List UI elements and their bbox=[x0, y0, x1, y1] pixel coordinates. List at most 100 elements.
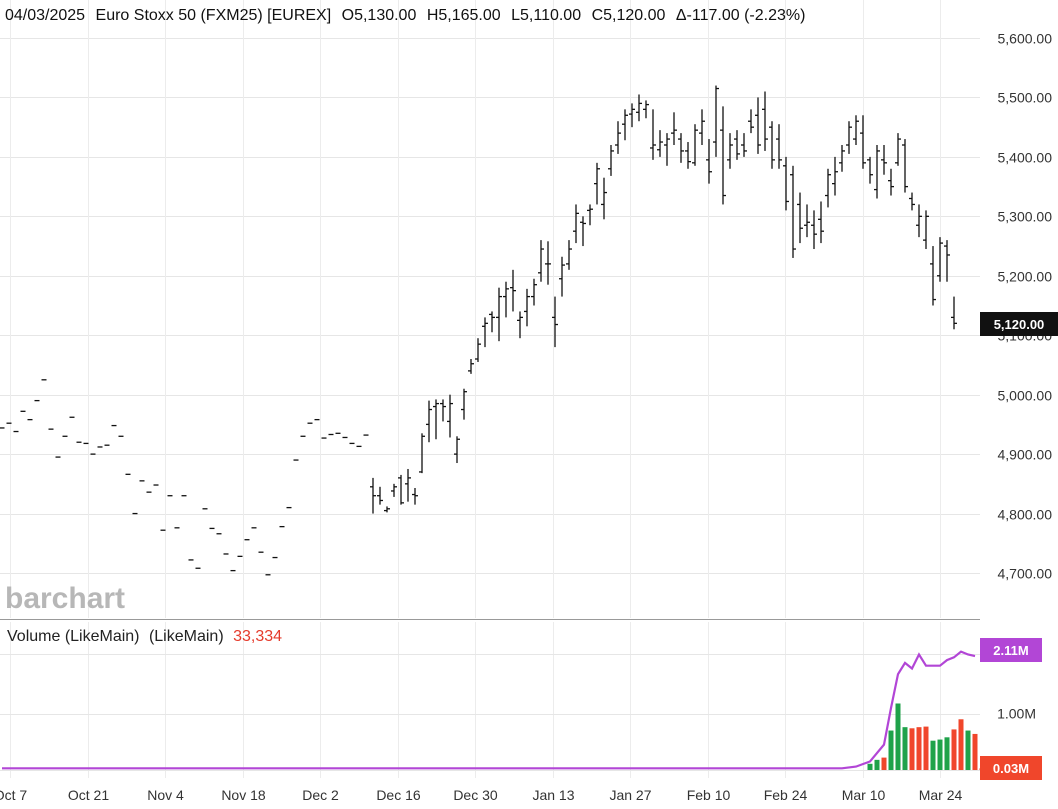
ohlc-bar bbox=[755, 97, 761, 154]
ohlc-bar bbox=[944, 240, 950, 282]
ohlc-bar bbox=[811, 210, 817, 250]
ohlc-bar bbox=[664, 133, 670, 166]
ohlc-bar bbox=[461, 388, 467, 420]
ohlc-bar bbox=[538, 240, 544, 282]
date-tick-label: Mar 10 bbox=[842, 787, 886, 803]
date-tick-label: Mar 24 bbox=[919, 787, 963, 803]
last-price-badge: 5,120.00 bbox=[980, 312, 1058, 336]
volume-bar bbox=[951, 729, 957, 770]
volume-average-line bbox=[2, 650, 976, 770]
ohlc-bar bbox=[769, 121, 775, 169]
volume-gridlines bbox=[0, 622, 980, 778]
ohlc-bar bbox=[909, 192, 915, 211]
volume-axis: 1.00M bbox=[997, 706, 1036, 722]
price-tick-label: 5,500.00 bbox=[998, 90, 1053, 106]
date-tick-label: Dec 30 bbox=[453, 787, 498, 803]
ohlc-bar bbox=[468, 359, 474, 374]
ohlc-bar bbox=[503, 281, 509, 318]
ohlc-bar bbox=[930, 246, 936, 306]
ohlc-bar bbox=[706, 139, 712, 184]
price-tick-label: 5,600.00 bbox=[998, 31, 1053, 47]
ohlc-bar bbox=[405, 468, 411, 502]
ohlc-bar bbox=[713, 85, 719, 157]
ohlc-bar bbox=[762, 91, 768, 151]
ohlc-bar bbox=[888, 168, 894, 196]
ohlc-bar bbox=[741, 133, 747, 157]
ohlc-bar bbox=[566, 240, 572, 270]
ohlc-bar bbox=[671, 112, 677, 145]
ohlc-bar bbox=[552, 296, 558, 348]
volume-bar bbox=[916, 727, 922, 770]
ohlc-bar bbox=[657, 130, 663, 157]
volume-bar bbox=[923, 726, 929, 770]
date-tick-label: Oct 21 bbox=[68, 787, 109, 803]
price-tick-label: 5,300.00 bbox=[998, 209, 1053, 225]
volume-bar bbox=[881, 757, 887, 770]
ohlc-bar bbox=[692, 124, 698, 166]
volume-bar bbox=[930, 740, 936, 770]
date-tick-label: Dec 2 bbox=[302, 787, 339, 803]
ohlc-bar bbox=[832, 156, 838, 196]
ohlc-bar bbox=[475, 338, 481, 362]
date-tick-label: Feb 10 bbox=[687, 787, 731, 803]
ohlc-bar bbox=[650, 109, 656, 160]
date-axis: Oct 7 Oct 21 Nov 4 Nov 18 Dec 2 Dec 16 Dec 30 J… bbox=[0, 787, 962, 803]
ohlc-bar bbox=[580, 216, 586, 247]
ohlc-bar bbox=[895, 133, 901, 166]
ohlc-bar bbox=[629, 103, 635, 128]
ohlc-bar bbox=[797, 192, 803, 244]
ohlc-bar bbox=[496, 287, 502, 342]
ohlc-bar bbox=[818, 201, 824, 244]
date-tick-label: Nov 4 bbox=[147, 787, 184, 803]
ohlc-bar bbox=[384, 506, 390, 513]
volume-bar bbox=[937, 739, 943, 770]
ohlc-bar bbox=[587, 204, 593, 226]
ohlc-bars[interactable] bbox=[0, 85, 957, 576]
header-open: O5,130.00 bbox=[342, 7, 417, 24]
volume-last-badge: 0.03M bbox=[980, 756, 1042, 780]
ohlc-bar bbox=[937, 237, 943, 282]
ohlc-bar bbox=[727, 133, 733, 169]
volume-max-value: 2.11M bbox=[993, 643, 1028, 658]
ohlc-bar bbox=[734, 130, 740, 160]
price-axis: 5,600.00 5,500.00 5,400.00 5,300.00 5,200.00… bbox=[998, 31, 1053, 582]
ohlc-bar bbox=[874, 145, 880, 199]
volume-bar bbox=[874, 759, 880, 770]
ohlc-bar bbox=[867, 156, 873, 184]
ohlc-bar bbox=[531, 278, 537, 306]
volume-panel-label: Volume (LikeMain) (LikeMain) 33,334 bbox=[7, 628, 282, 645]
date-tick-label: Oct 7 bbox=[0, 787, 27, 803]
volume-bar bbox=[895, 703, 901, 770]
header-high: H5,165.00 bbox=[427, 7, 501, 24]
date-tick-label: Dec 16 bbox=[376, 787, 421, 803]
ohlc-bar bbox=[860, 115, 866, 169]
header-low: L5,110.00 bbox=[511, 7, 581, 24]
volume-count: 33,334 bbox=[233, 628, 282, 645]
ohlc-bar bbox=[370, 477, 376, 514]
ohlc-bar bbox=[433, 399, 439, 440]
ohlc-bar bbox=[517, 311, 523, 339]
ohlc-bar bbox=[412, 487, 418, 505]
volume-bar bbox=[965, 730, 971, 770]
ohlc-bar bbox=[804, 204, 810, 238]
ohlc-bar bbox=[573, 204, 579, 244]
barchart-logo: barchart bbox=[5, 582, 125, 615]
ohlc-bar bbox=[482, 317, 488, 348]
ohlc-bar bbox=[853, 115, 859, 145]
volume-bar bbox=[972, 733, 978, 770]
ohlc-bar bbox=[615, 121, 621, 154]
ohlc-bar bbox=[559, 256, 565, 297]
volume-bar bbox=[909, 728, 915, 770]
volume-last-value: 0.03M bbox=[993, 761, 1029, 776]
ohlc-bar bbox=[608, 145, 614, 176]
ohlc-bar bbox=[902, 139, 908, 193]
ohlc-bar bbox=[881, 145, 887, 175]
ohlc-bar bbox=[454, 436, 460, 464]
ohlc-bar bbox=[923, 210, 929, 250]
ohlc-bar bbox=[699, 109, 705, 145]
ohlc-bar bbox=[685, 142, 691, 169]
ohlc-bar bbox=[636, 94, 642, 122]
ohlc-bar bbox=[601, 177, 607, 220]
ohlc-bar bbox=[790, 165, 796, 258]
